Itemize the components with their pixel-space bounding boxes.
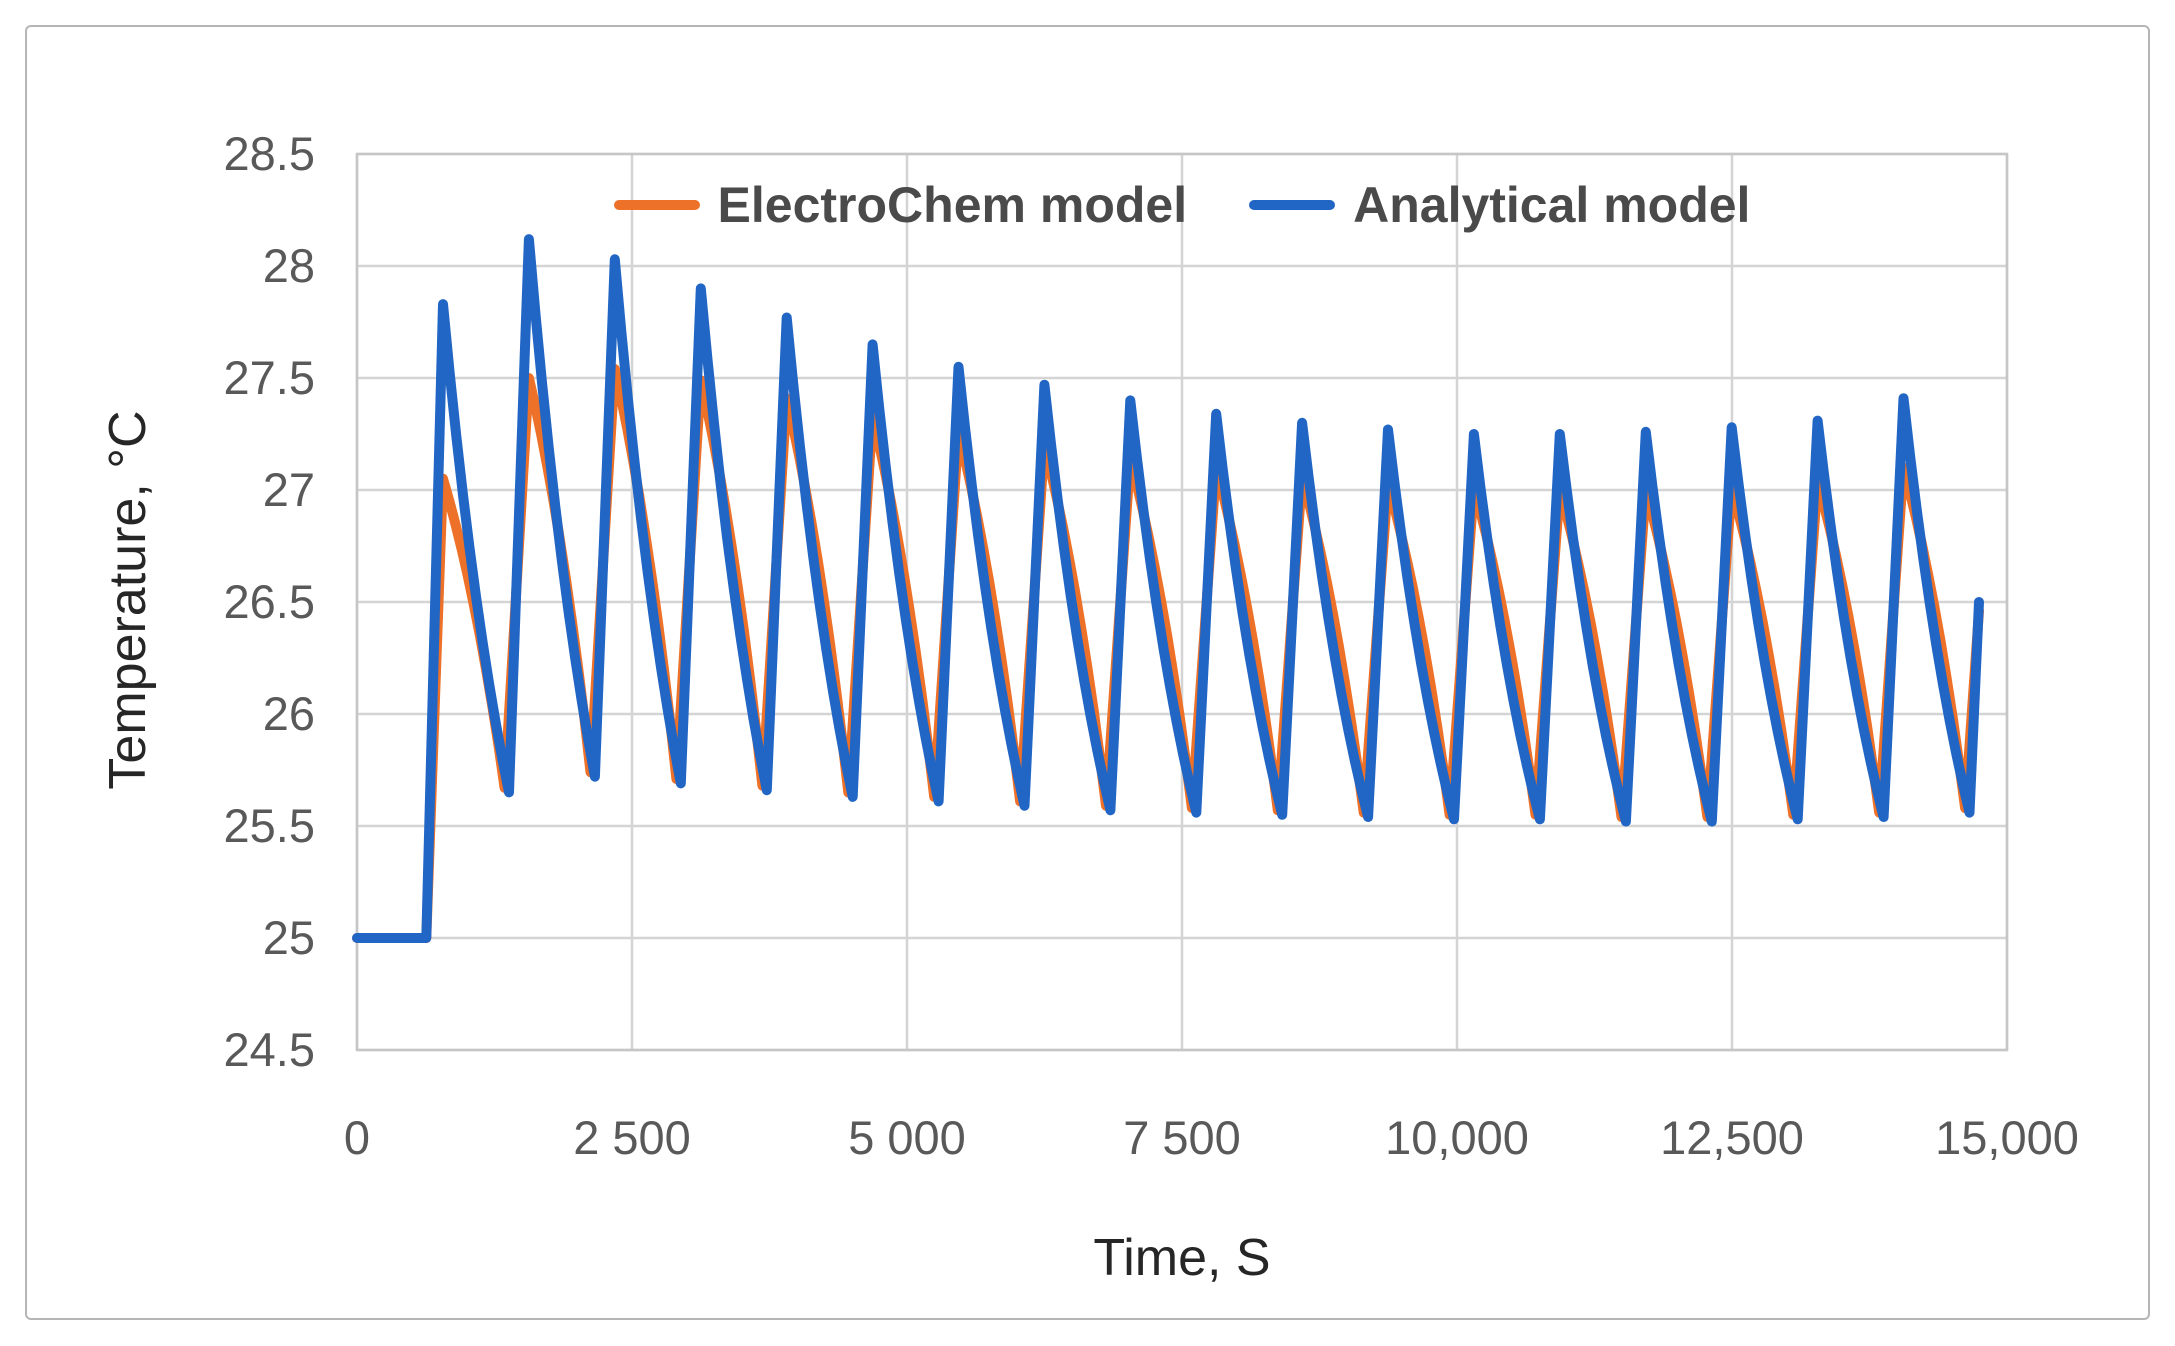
y-tick-label: 26.5	[223, 575, 315, 628]
legend-swatch-analytical-icon	[1249, 200, 1336, 210]
chart-legend: ElectroChem model Analytical model	[357, 176, 2007, 234]
x-tick-label: 12,500	[1660, 1111, 1804, 1164]
y-tick-label: 25.5	[223, 799, 315, 852]
legend-label-analytical: Analytical model	[1353, 177, 1751, 233]
y-tick-label: 27.5	[223, 351, 315, 404]
x-tick-label: 15,000	[1935, 1111, 2079, 1164]
legend-item-analytical: Analytical model	[1249, 176, 1750, 234]
x-tick-label: 2 500	[573, 1111, 691, 1164]
y-tick-label: 24.5	[223, 1023, 315, 1076]
y-tick-label: 25	[262, 911, 315, 964]
legend-swatch-electrochem-icon	[613, 200, 700, 210]
series-line-analytical	[352, 234, 1984, 943]
y-tick-label: 27	[262, 463, 315, 516]
x-tick-label: 5 000	[848, 1111, 966, 1164]
plot-border	[355, 152, 2009, 1052]
x-tick-label: 7 500	[1123, 1111, 1241, 1164]
y-tick-label: 26	[262, 687, 315, 740]
legend-item-electrochem: ElectroChem model	[613, 176, 1188, 234]
legend-label-electrochem: ElectroChem model	[717, 177, 1188, 233]
x-tick-label: 0	[343, 1111, 371, 1164]
y-tick-label: 28.5	[223, 127, 315, 180]
x-axis-title: Time, S	[1093, 1229, 1271, 1287]
y-tick-label: 28	[262, 239, 315, 292]
x-tick-label: 10,000	[1385, 1111, 1529, 1164]
